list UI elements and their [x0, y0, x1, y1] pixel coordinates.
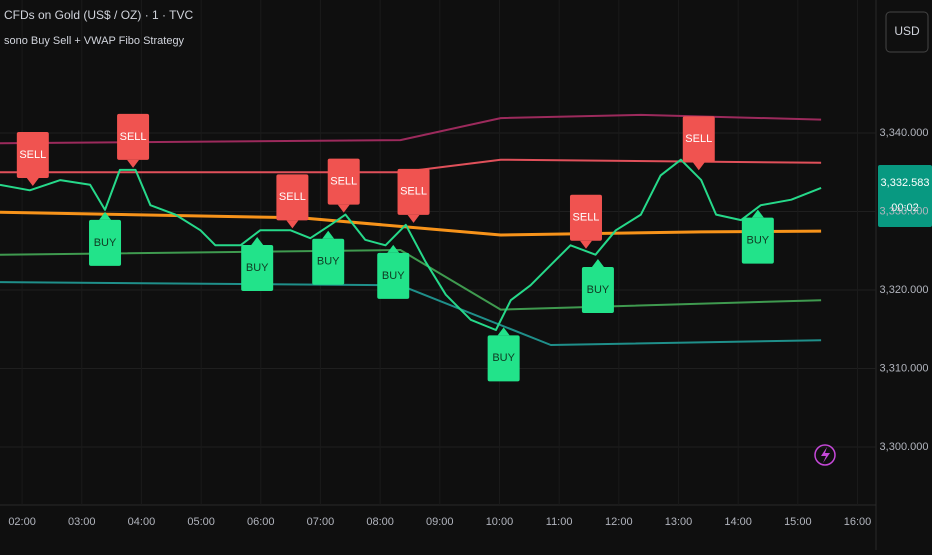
signal-label: BUY [94, 237, 117, 249]
signal-pointer [337, 204, 350, 213]
signal-label: BUY [382, 270, 405, 282]
signal-box [117, 113, 150, 160]
signal-pointer [387, 244, 400, 253]
signal-label: SELL [19, 149, 46, 161]
x-tick-label: 03:00 [68, 516, 96, 528]
x-tick-label: 02:00 [8, 516, 36, 528]
x-tick-label: 05:00 [187, 516, 215, 528]
signal-pointer [591, 259, 604, 268]
signal-box [312, 238, 345, 285]
signal-pointer [751, 209, 764, 218]
signal: BUY [487, 327, 520, 382]
signal-pointer [286, 220, 299, 229]
series-line [0, 249, 822, 311]
signal: SELL [569, 194, 602, 249]
signal-label: SELL [330, 176, 357, 188]
x-tick-label: 15:00 [784, 516, 812, 528]
series-line [0, 210, 822, 237]
x-tick-label: 11:00 [546, 516, 573, 528]
signal: BUY [741, 209, 774, 264]
signal-pointer [692, 162, 705, 171]
signal-box [682, 116, 715, 163]
signal-pointer [322, 230, 335, 239]
signal-label: BUY [246, 262, 269, 274]
last-price-box [878, 165, 932, 227]
signal-box [569, 194, 602, 241]
signal-label: BUY [317, 256, 340, 268]
signal: BUY [312, 230, 345, 285]
alert-bolt[interactable] [821, 447, 830, 463]
signal-label: SELL [120, 131, 147, 143]
signal-box [89, 219, 122, 266]
x-tick-label: 08:00 [366, 516, 394, 528]
signal-label: SELL [279, 191, 306, 203]
x-tick-label: 06:00 [247, 516, 275, 528]
signal-pointer [407, 214, 420, 223]
indicator-name: sono Buy Sell + VWAP Fibo Strategy [4, 35, 185, 47]
y-tick-label: 3,300.000 [880, 441, 929, 453]
x-tick-label: 04:00 [128, 516, 156, 528]
signal: SELL [397, 168, 430, 223]
signal-box [276, 174, 309, 221]
signal-box [16, 131, 49, 178]
signal-box [377, 252, 410, 299]
x-tick-label: 14:00 [724, 516, 752, 528]
countdown: 00:02 [891, 202, 919, 214]
signal-box [487, 335, 520, 382]
signal-pointer [127, 159, 140, 168]
signal-label: BUY [747, 234, 770, 246]
currency[interactable]: USD [894, 24, 920, 38]
last-price: 3,332.583 [881, 177, 930, 189]
signal-pointer [251, 237, 264, 246]
signal: BUY [377, 244, 410, 299]
y-tick-label: 3,340.000 [880, 127, 929, 139]
signal-box [327, 158, 360, 205]
signal-box [741, 217, 774, 264]
signal: SELL [276, 174, 309, 229]
alert-circle[interactable] [814, 444, 836, 466]
signal: BUY [89, 211, 122, 266]
x-tick-label: 10:00 [486, 516, 514, 528]
x-tick-label: 12:00 [605, 516, 633, 528]
y-tick-label: 3,320.000 [880, 284, 929, 296]
x-tick-label: 07:00 [307, 516, 335, 528]
series-line [0, 158, 822, 174]
signal-label: SELL [400, 186, 427, 198]
series-line [0, 158, 822, 331]
signal: SELL [327, 158, 360, 213]
signal-box [581, 267, 614, 314]
x-tick-label: 16:00 [844, 516, 872, 528]
plot-area: SELL BUY SELL BUY SELL BUY SELL BUY SELL BUY SELL B… [0, 0, 876, 505]
signal-box [397, 168, 430, 215]
y-tick-label: 3,310.000 [880, 362, 929, 374]
x-tick-label: 09:00 [426, 516, 454, 528]
signal-pointer [579, 240, 592, 249]
signal: BUY [581, 259, 614, 314]
signal-pointer [99, 211, 112, 220]
signal: BUY [241, 237, 274, 292]
signal-label: SELL [573, 212, 600, 224]
x-tick-label: 13:00 [665, 516, 693, 528]
signal-pointer [497, 327, 510, 336]
signal-label: BUY [492, 352, 515, 364]
signal: SELL [117, 113, 150, 168]
y-tick-label: 3,330.000 [880, 205, 929, 217]
alert-icon[interactable] [814, 444, 836, 466]
signal: SELL [682, 116, 715, 171]
signal-label: SELL [685, 133, 712, 145]
signal: SELL [16, 131, 49, 186]
signal-label: BUY [587, 284, 610, 296]
chart-title: CFDs on Gold (US$ / OZ) · 1 · TVC [4, 8, 193, 22]
series-line [0, 281, 822, 346]
currency-button[interactable] [885, 11, 929, 53]
signal-box [241, 245, 274, 292]
signal-pointer [26, 177, 39, 186]
